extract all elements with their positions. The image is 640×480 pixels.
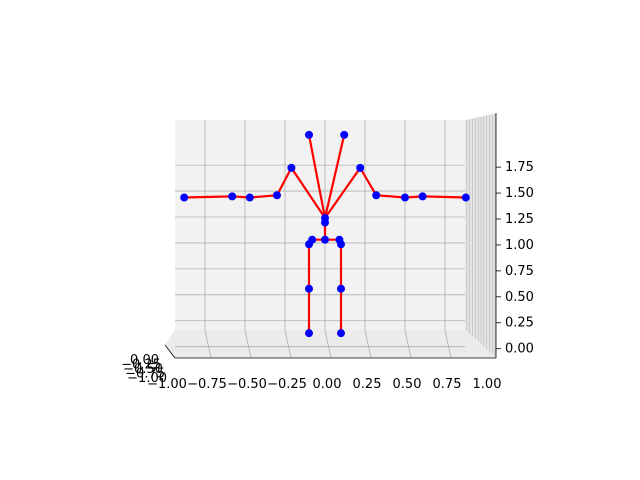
x-tick-label: 0.00 [313,377,342,392]
y-tick-label: −1.00 [127,371,167,386]
skeleton-joint [228,192,237,201]
y-tick-label: 0.00 [130,353,159,368]
skeleton-joint [321,218,329,227]
skeleton-joint [461,193,470,202]
x-tick-label: 0.25 [353,377,382,392]
floor-grid-line [324,329,332,359]
skeleton-joint [372,191,381,200]
skeleton-edge [275,166,293,197]
skeleton-joint [401,193,409,202]
z-tick-label: 1.50 [505,186,534,201]
back-pane [175,120,465,330]
skeleton-joint [287,163,296,172]
skeleton-joint [305,284,313,293]
x-axis-ticks: −1.00 −0.75 −0.50 −0.25 0.00 0.25 0.50 0.75 1.00 [147,377,501,392]
x-tick-label: 0.50 [393,377,422,392]
x-tick-label: −0.75 [187,377,227,392]
skeleton-edge [323,133,346,220]
z-tick-label: 0.00 [505,342,534,357]
skeleton-edges [183,133,467,335]
skeleton-joint [305,329,313,338]
x-tick-label: 0.75 [433,377,462,392]
skeleton-edge [359,166,378,197]
skeleton-joint [356,163,365,172]
z-tick-label: 0.75 [505,264,534,279]
x-tick-label: −0.25 [267,377,307,392]
skeleton-joint [180,193,189,202]
floor-grid-line [364,329,372,359]
grid-lines [164,113,497,359]
skeleton-edge [375,194,407,199]
y-tick-label: −0.25 [121,358,161,373]
floor-grid-line [444,329,452,359]
skeleton-joints [180,130,470,338]
y-axis-ticks: −1.00−0.75−0.50−0.250.00 [121,353,167,386]
skeleton-edge [248,194,279,199]
y-axis-line [164,344,176,359]
x-tick-label: 1.00 [473,377,502,392]
z-tick-label: 1.00 [505,238,534,253]
floor-pane [165,330,496,358]
skeleton-joint [245,193,254,202]
skeleton-joint [321,235,329,244]
z-tick-label: 0.25 [505,316,534,331]
floor-grid-line [204,329,212,359]
z-tick-label: 0.50 [505,290,534,305]
skeleton-joint [305,130,313,139]
skeleton-edge [307,133,327,220]
z-tick-label: 1.75 [505,160,534,175]
skeleton-joint [337,329,345,338]
y-tick-label: −0.50 [123,362,163,377]
skeleton-edge [183,195,234,199]
skeleton-joint [273,191,281,200]
skeleton-joint [305,240,313,249]
z-axis-ticks: 0.00 0.25 0.50 0.75 1.00 1.25 1.50 1.75 [496,160,534,357]
skeleton-edge [290,166,327,220]
skeleton-edge [421,195,467,199]
axis-panes [165,113,496,358]
skeleton-joint [337,284,345,293]
floor-grid-line [244,329,252,359]
floor-grid-line [284,329,292,359]
x-tick-label: −1.00 [147,377,187,392]
skeleton-joint [418,192,427,201]
x-tick-label: −0.50 [227,377,267,392]
skeleton-joint [340,130,349,139]
skeleton-edge [323,166,362,220]
skeleton-joint [337,240,345,249]
z-tick-label: 1.25 [505,212,534,227]
y-tick-label: −0.75 [125,367,165,382]
floor-grid-line [404,329,412,359]
